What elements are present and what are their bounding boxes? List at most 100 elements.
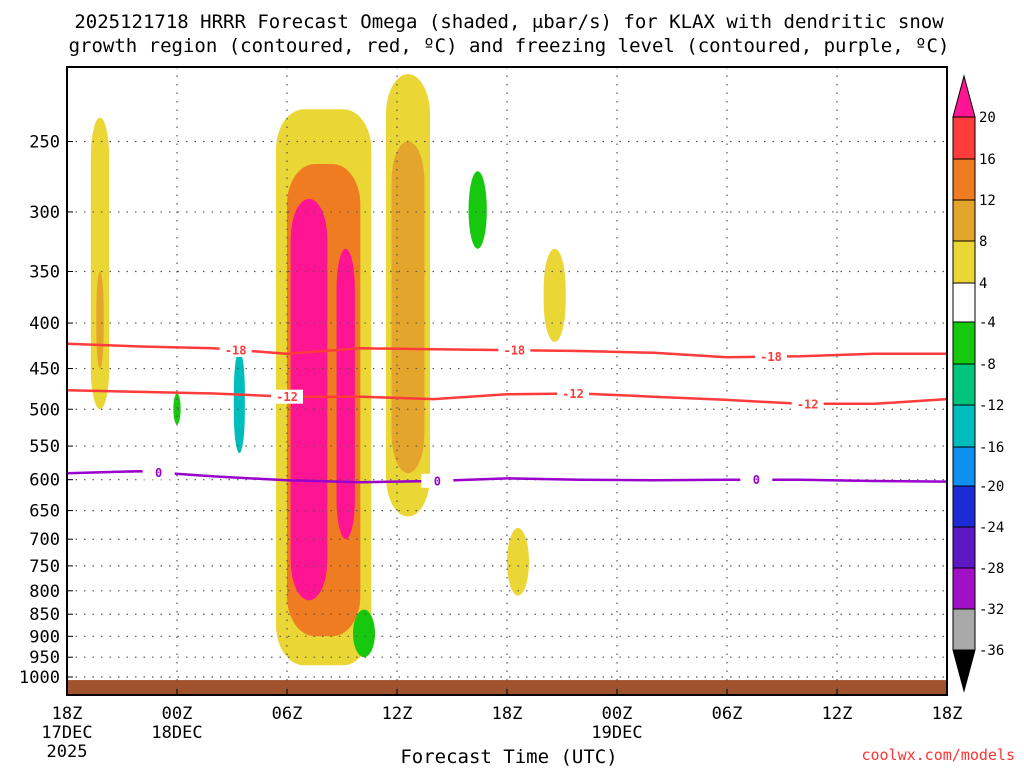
colorbar-bin xyxy=(952,321,976,365)
colorbar-tick-label: -12 xyxy=(979,398,1004,414)
colorbar-bin xyxy=(952,485,976,528)
omega-feature-blue-04z-core xyxy=(233,350,245,454)
chart-title-line-2: growth region (contoured, red, ºC) and f… xyxy=(69,35,950,57)
omega-feature-magenta-08z-core xyxy=(336,248,355,540)
omega-feature-yellow-left-plume xyxy=(90,117,110,410)
colorbar: 20 16 12 8 4 -4 -8 -12 -16 -20 -24 -28 -32 -36 xyxy=(952,74,1004,693)
colorbar-tick-label: -16 xyxy=(979,440,1004,456)
y-tick-label: 900 xyxy=(29,627,60,647)
omega-feature-orange-left-core xyxy=(96,271,104,369)
colorbar-bin xyxy=(952,158,976,201)
colorbar-bin xyxy=(952,363,976,406)
colorbar-tick-label: -28 xyxy=(979,561,1004,577)
y-tick-label: 850 xyxy=(29,605,60,625)
colorbar-bin xyxy=(952,240,976,284)
isotherm-label-bg xyxy=(271,389,303,404)
y-tick-label: 250 xyxy=(29,133,60,153)
colorbar-tick-label: 12 xyxy=(979,193,996,209)
x-tick-label: 12Z xyxy=(382,704,413,724)
colorbar-bin xyxy=(952,116,976,160)
colorbar-bin xyxy=(952,446,976,487)
isotherm-label: -12 xyxy=(562,387,584,401)
x-tick-label: 06Z xyxy=(712,704,743,724)
colorbar-tick-label: 16 xyxy=(979,152,996,168)
omega-shading-layer xyxy=(90,55,784,666)
temperature-contours: -18 -18 -18 -12 -12 -12 0 0 0 xyxy=(66,342,948,488)
omega-feature-teal-16z-core xyxy=(468,171,487,249)
y-tick-label: 300 xyxy=(29,203,60,223)
x-tick-label: 18DEC xyxy=(151,723,202,743)
colorbar-bin xyxy=(952,404,976,448)
y-tick-label: 750 xyxy=(29,557,60,577)
omega-feature-teal-low-level-10z xyxy=(353,609,375,658)
isotherm-label-bg xyxy=(557,386,589,401)
omega-feature-green-16z-plume xyxy=(448,55,507,447)
y-tick-label: 700 xyxy=(29,530,60,550)
x-tick-label: 18Z xyxy=(492,704,523,724)
y-tick-label: 350 xyxy=(29,262,60,282)
isotherm-label-bg xyxy=(791,396,824,411)
isotherm-label-bg xyxy=(142,465,175,480)
y-tick-label: 500 xyxy=(29,400,60,420)
x-tick-label: 2025 xyxy=(47,742,88,762)
omega-feature-magenta-06z-core xyxy=(290,198,328,601)
colorbar-tick-label: -24 xyxy=(979,520,1004,536)
colorbar-bin xyxy=(952,199,976,242)
isotherm-label-bg xyxy=(421,473,454,488)
isotherm-label: -18 xyxy=(760,350,782,364)
x-tick-label: 18Z xyxy=(932,704,963,724)
colorbar-tick-label: 4 xyxy=(979,276,987,292)
omega-feature-yellow-18z-low xyxy=(507,528,529,596)
omega-feature-orange-12z-core xyxy=(391,141,425,474)
colorbar-bin xyxy=(952,567,976,610)
x-axis-label: Forecast Time (UTC) xyxy=(400,746,617,768)
y-tick-label: 550 xyxy=(29,437,60,457)
isotherm-label-bg xyxy=(498,343,531,358)
x-tick-label: 18Z xyxy=(52,704,83,724)
colorbar-tick-label: 20 xyxy=(979,110,996,126)
x-tick-label: 00Z xyxy=(162,704,193,724)
y-tick-label: 1000 xyxy=(19,668,60,688)
y-axis-ticks: 2503003504004505005506006507007508008509… xyxy=(19,133,73,688)
x-tick-label: 19DEC xyxy=(591,723,642,743)
colorbar-cap-bottom xyxy=(952,649,976,693)
y-tick-label: 600 xyxy=(29,471,60,491)
omega-feature-teal-00z-core xyxy=(173,393,181,425)
y-tick-label: 650 xyxy=(29,502,60,522)
x-tick-label: 17DEC xyxy=(41,723,92,743)
colorbar-bin xyxy=(952,608,976,651)
omega-feature-green-09z-plume xyxy=(765,260,784,324)
isotherm-label-bg xyxy=(219,342,252,357)
isotherm-label: 0 xyxy=(434,474,441,488)
x-tick-label: 00Z xyxy=(602,704,633,724)
colorbar-tick-label: -32 xyxy=(979,602,1004,618)
isotherm-label: 0 xyxy=(155,466,162,480)
colorbar-tick-label: 8 xyxy=(979,234,987,250)
colorbar-tick-label: -20 xyxy=(979,479,1004,495)
isotherm-label: -12 xyxy=(276,390,298,404)
colorbar-tick-label: -8 xyxy=(979,357,996,373)
isotherm-0-line xyxy=(66,469,948,484)
colorbar-tick-label: -4 xyxy=(979,315,996,331)
colorbar-cap-top xyxy=(952,74,976,118)
x-tick-label: 06Z xyxy=(272,704,303,724)
x-tick-label: 12Z xyxy=(822,704,853,724)
chart-title-line-1: 2025121718 HRRR Forecast Omega (shaded, … xyxy=(74,11,944,33)
isotherm-label: -18 xyxy=(225,343,247,357)
y-tick-label: 800 xyxy=(29,582,60,602)
omega-feature-yellow-20z-plume xyxy=(543,248,566,342)
omega-feature-green-00z-plume xyxy=(158,64,188,540)
credit-link[interactable]: coolwx.com/models xyxy=(861,746,1015,764)
y-tick-label: 950 xyxy=(29,648,60,668)
isotherm-label: 0 xyxy=(753,473,760,487)
isotherm-label: -12 xyxy=(797,397,819,411)
omega-feature-cyan-04z-column xyxy=(217,55,247,540)
y-tick-label: 450 xyxy=(29,360,60,380)
isotherm-label-bg xyxy=(740,472,773,487)
colorbar-tick-label: -36 xyxy=(979,643,1004,659)
isotherm-label-bg xyxy=(755,349,787,364)
isotherm-label: -18 xyxy=(503,344,525,358)
y-tick-label: 400 xyxy=(29,314,60,334)
